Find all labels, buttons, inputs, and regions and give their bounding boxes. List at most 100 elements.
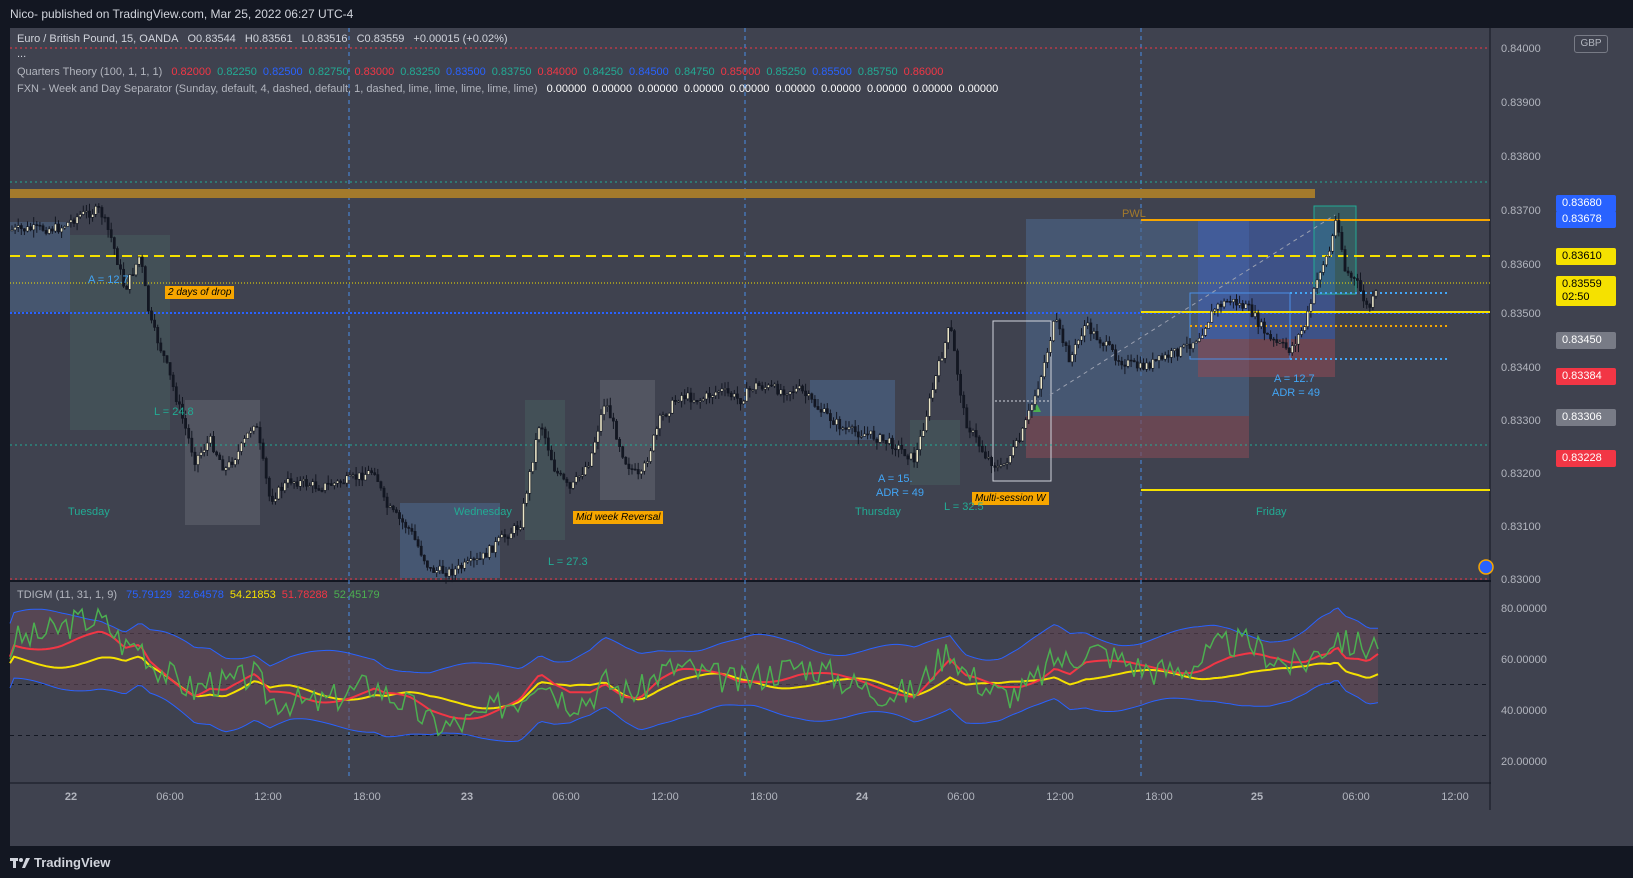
candle-415 <box>1297 333 1300 353</box>
candle-22 <box>78 210 82 219</box>
candle-287 <box>900 437 904 454</box>
fxn-value-8: 0.00000 <box>912 83 953 95</box>
candle-38 <box>128 274 132 294</box>
candle-97 <box>311 478 315 494</box>
candle-307 <box>962 391 966 415</box>
candle-308 <box>965 404 969 429</box>
candle-430 <box>1343 245 1347 272</box>
candle-215 <box>677 399 680 404</box>
osc-signal-line <box>9 630 1379 720</box>
legend-collapse[interactable]: ... <box>17 48 32 60</box>
candle-424 <box>1325 255 1328 268</box>
zone-fri-2 <box>1198 219 1335 339</box>
currency-badge[interactable]: GBP <box>1574 35 1608 53</box>
candle-304 <box>952 329 956 352</box>
zone-wed-3 <box>600 380 655 500</box>
candle-241 <box>757 380 761 387</box>
candle-136 <box>432 565 436 573</box>
quarters-value-4: 0.83000 <box>354 66 395 78</box>
candle-281 <box>881 434 885 444</box>
tradingview-logo[interactable]: TradingView <box>10 855 110 870</box>
candle-315 <box>987 450 990 461</box>
candle-5 <box>26 221 29 233</box>
price-label-3: 0.83559 <box>1556 276 1616 293</box>
candle-131 <box>416 536 420 548</box>
candle-303 <box>949 320 953 332</box>
candle-237 <box>745 382 749 402</box>
candle-114 <box>363 467 367 481</box>
price-tick-9: 0.83100 <box>1501 521 1541 533</box>
candle-433 <box>1352 276 1356 286</box>
candle-392 <box>1225 298 1229 303</box>
candle-204 <box>642 460 646 475</box>
candle-74 <box>240 441 243 456</box>
quarters-value-15: 0.85750 <box>857 66 898 78</box>
candle-21 <box>75 213 79 231</box>
candle-423 <box>1321 261 1325 276</box>
candle-79 <box>255 423 259 428</box>
candle-259 <box>813 395 817 408</box>
candle-102 <box>326 475 330 491</box>
candle-130 <box>413 524 417 541</box>
price-tick-10: 0.83000 <box>1501 574 1541 586</box>
price-tick-8: 0.83200 <box>1501 468 1541 480</box>
candle-263 <box>825 403 829 415</box>
candle-325 <box>1018 432 1021 444</box>
candle-121 <box>385 492 389 515</box>
candle-16 <box>60 224 64 238</box>
candle-353 <box>1104 335 1108 352</box>
tdigm-legend[interactable]: TDIGM (11, 31, 1, 9) 75.79129 32.64578 54.… <box>17 589 386 601</box>
candle-118 <box>376 468 380 482</box>
candle-23 <box>81 205 85 216</box>
ohlc-low: L0.83516 <box>301 33 348 45</box>
price-label-0: 0.83680 <box>1556 195 1616 212</box>
fxn-separator-legend[interactable]: FXN - Week and Day Separator (Sunday, de… <box>17 83 1004 95</box>
candle-394 <box>1232 299 1235 309</box>
fxn-value-9: 0.00000 <box>958 83 999 95</box>
candle-385 <box>1204 326 1207 337</box>
day-label-thursday: Thursday <box>855 506 901 518</box>
candle-435 <box>1359 272 1362 292</box>
candle-216 <box>680 392 684 408</box>
time-tick-1: 06:00 <box>156 791 184 803</box>
quarters-theory-legend[interactable]: Quarters Theory (100, 1, 1, 1) 0.82000 0.… <box>17 66 949 78</box>
candle-390 <box>1219 300 1223 313</box>
candle-428 <box>1337 212 1341 237</box>
candle-87 <box>280 482 284 499</box>
legend-dots[interactable]: ... <box>17 48 27 60</box>
candle-227 <box>714 385 718 399</box>
time-tick-11: 18:00 <box>1145 791 1173 803</box>
price-tick-3: 0.83700 <box>1501 205 1541 217</box>
candle-189 <box>596 425 600 450</box>
candle-134 <box>425 560 429 571</box>
candle-248 <box>779 383 783 397</box>
time-tick-12: 25 <box>1251 791 1263 803</box>
candle-375 <box>1173 348 1176 358</box>
candle-255 <box>801 384 804 394</box>
candle-249 <box>782 385 786 403</box>
candle-110 <box>351 472 355 479</box>
candle-384 <box>1201 328 1204 339</box>
candle-411 <box>1284 337 1288 351</box>
candle-106 <box>339 479 343 488</box>
candle-105 <box>336 479 339 488</box>
candle-28 <box>97 203 101 213</box>
candle-60 <box>196 454 200 473</box>
candle-164 <box>518 520 522 532</box>
candle-299 <box>937 356 941 383</box>
candle-115 <box>367 465 370 476</box>
candle-126 <box>401 514 405 530</box>
candle-437 <box>1365 297 1369 309</box>
price-axis-bg <box>1491 28 1633 846</box>
candle-46 <box>153 314 157 331</box>
candle-29 <box>100 205 104 225</box>
candle-56 <box>184 410 188 436</box>
candle-68 <box>221 455 225 471</box>
candle-246 <box>773 382 777 389</box>
stat-adr-thursday: ADR = 49 <box>876 487 924 499</box>
candle-64 <box>209 433 212 447</box>
candle-349 <box>1092 327 1096 339</box>
fxn-value-5: 0.00000 <box>775 83 816 95</box>
candle-360 <box>1126 354 1130 369</box>
